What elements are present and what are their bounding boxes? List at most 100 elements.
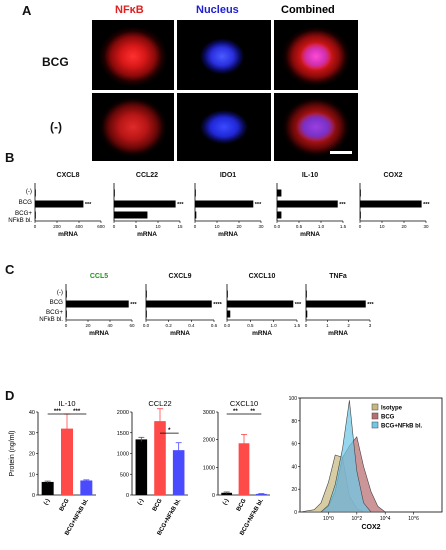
- micrograph-control-combined: [274, 93, 358, 161]
- chart-b-ccl22-xtick-label-3: 15: [177, 224, 183, 229]
- histogram-legend-swatch-2: [371, 421, 379, 429]
- chart-d-cxcl10-bar-2: [255, 493, 267, 495]
- chart-c-tnfa-bar-0: [306, 290, 307, 298]
- chart-c-tnfa-significance: ***: [367, 302, 374, 308]
- chart-d-ccl22-title: CCL22: [148, 399, 171, 408]
- chart-b-cox2-xtick-label-3: 30: [423, 224, 429, 229]
- chart-c-ccl5-title: CCL5: [90, 273, 108, 280]
- chart-d-il10-sig-1: ***: [73, 409, 81, 415]
- micrograph-bcg-nfkb: [92, 20, 174, 90]
- row-label-b-0: (-): [26, 188, 32, 195]
- chart-b-ido1-bar-0: [195, 189, 196, 197]
- chart-c-ccl5-xtick-label-1: 20: [85, 323, 91, 328]
- histogram-legend-label-0: Isotype: [381, 406, 403, 412]
- chart-b-ido1-title: IDO1: [220, 172, 236, 179]
- chart-b-il10-xtick-label-0: 0.0: [274, 224, 281, 229]
- chart-b-ccl22-xtick-label-1: 5: [135, 224, 138, 229]
- chart-c-cxcl10-xtick-label-3: 1.5: [294, 323, 301, 328]
- panel-label-b: B: [5, 150, 15, 165]
- micrograph-bcg-nucleus: [177, 20, 271, 90]
- chart-d-ccl22-ytick-label-2: 1000: [117, 452, 129, 458]
- chart-b-cox2-significance: ***: [423, 202, 430, 208]
- chart-b-il10-xtick-label-2: 1.0: [318, 224, 325, 229]
- micrograph-bcg-combined: [274, 20, 358, 90]
- chart-d-ccl22-bar-0: [135, 439, 148, 495]
- chart-c-ccl5-xtick-label-3: 60: [129, 323, 135, 328]
- chart-c-ccl5-xtick-label-2: 40: [107, 323, 113, 328]
- chart-b-ccl22-bar-1: [114, 200, 176, 208]
- row-label-bcg: BCG: [42, 55, 69, 69]
- column-header-nucleus: Nucleus: [196, 4, 239, 16]
- chart-c-tnfa-bar-2: [306, 310, 308, 318]
- row-label-c-0: (-): [57, 289, 63, 296]
- chart-c-tnfa-xlabel: mRNA: [328, 330, 348, 337]
- histogram-xtick-label-0: 10^0: [323, 516, 334, 522]
- chart-c-cxcl9-xtick-label-2: 0.4: [188, 323, 195, 328]
- chart-b-cxcl8-bar-1: [35, 200, 84, 208]
- panel-label-c: C: [5, 262, 15, 277]
- chart-d-ccl22-ytick-label-1: 500: [120, 472, 129, 478]
- chart-c-cxcl10-significance: ***: [295, 302, 302, 308]
- chart-c-tnfa-xtick-label-3: 3: [369, 323, 372, 328]
- chart-c-cxcl9-xtick-label-3: 0.6: [211, 323, 218, 328]
- histogram-series-2: [320, 400, 372, 513]
- chart-c-cxcl10-bar-0: [227, 290, 228, 298]
- micrograph-control-nucleus: [177, 93, 271, 161]
- chart-c-cxcl9-bar-1: [146, 300, 212, 308]
- chart-c-cxcl9-xtick-label-1: 0.2: [166, 323, 173, 328]
- chart-d-cxcl10-bar-0: [221, 492, 233, 495]
- histogram-ytick-label-5: 100: [289, 396, 298, 402]
- chart-d-cxcl10-title: CXCL10: [230, 399, 258, 408]
- chart-b-cxcl8-significance: ***: [85, 202, 92, 208]
- chart-d-ccl22-bar-1: [154, 421, 166, 495]
- histogram-xtick-label-1: 10^2: [351, 516, 362, 522]
- row-label-c-2: BCG+: [46, 309, 63, 316]
- chart-b-ccl22-title: CCL22: [136, 172, 158, 179]
- chart-b-cox2-bar-0: [360, 189, 361, 197]
- chart-b-ido1-bar-2: [195, 211, 197, 219]
- chart-c-tnfa-bar-1: [306, 300, 366, 308]
- histogram-xtick-label-3: 10^6: [408, 516, 419, 522]
- chart-b-il10-bar-0: [277, 189, 282, 197]
- chart-c-cxcl9-xlabel: mRNA: [170, 330, 190, 337]
- chart-b-il10-bar-2: [277, 211, 282, 219]
- chart-b-cox2-xtick-label-0: 0: [359, 224, 362, 229]
- chart-b-cox2-bar-2: [360, 211, 361, 219]
- chart-d-cxcl10-cat-label-0: (-): [222, 498, 230, 506]
- chart-d-ccl22-ytick-label-3: 1500: [117, 431, 129, 437]
- chart-c-cxcl9-bar-2: [146, 310, 147, 318]
- chart-d-cxcl10-sig-1: **: [250, 409, 255, 415]
- chart-b-cxcl8-xtick-label-0: 0: [34, 224, 37, 229]
- chart-d-il10-cat-label-1: BCG: [59, 498, 71, 513]
- histogram-ytick-label-2: 40: [291, 464, 297, 470]
- chart-d-il10-sig-0: ***: [54, 409, 62, 415]
- histogram-xtick-label-2: 10^4: [380, 516, 391, 522]
- histogram-ytick-label-0: 0: [294, 510, 297, 516]
- chart-c-cxcl10-xtick-label-2: 1.0: [271, 323, 278, 328]
- scale-bar: [330, 151, 352, 154]
- chart-d-cxcl10-sig-0: **: [233, 409, 238, 415]
- chart-d-il10-bar-1: [61, 428, 73, 495]
- chart-c-cxcl9-significance: ****: [213, 302, 222, 308]
- chart-b-ido1-bar-1: [195, 200, 254, 208]
- histogram-legend-label-2: BCG+NFkB bl.: [381, 424, 423, 430]
- row-label-c-2: NFkB bl.: [39, 316, 63, 323]
- histogram-legend-swatch-0: [371, 403, 379, 411]
- chart-d-ccl22-bar-2: [172, 450, 185, 495]
- histogram-ytick-label-3: 60: [291, 442, 297, 448]
- chart-b-ido1-xtick-label-1: 10: [214, 224, 220, 229]
- chart-c-ccl5-significance: ***: [130, 302, 137, 308]
- chart-b-ido1-significance: ***: [255, 202, 262, 208]
- chart-b-ccl22-bar-2: [114, 211, 148, 219]
- chart-b-ccl22-bar-0: [114, 189, 115, 197]
- chart-c-tnfa-xtick-label-2: 2: [347, 323, 350, 328]
- chart-c-ccl5-bar-0: [66, 290, 67, 298]
- chart-b-il10-title: IL-10: [302, 172, 318, 179]
- chart-b-cxcl8-xtick-label-3: 600: [97, 224, 105, 229]
- panel-label-a: A: [22, 3, 32, 18]
- chart-d-il10-title: IL-10: [58, 399, 75, 408]
- column-header-combined: Combined: [281, 4, 335, 16]
- chart-c-cxcl9-title: CXCL9: [169, 273, 192, 280]
- chart-c-cxcl9-xtick-label-0: 0.0: [143, 323, 150, 328]
